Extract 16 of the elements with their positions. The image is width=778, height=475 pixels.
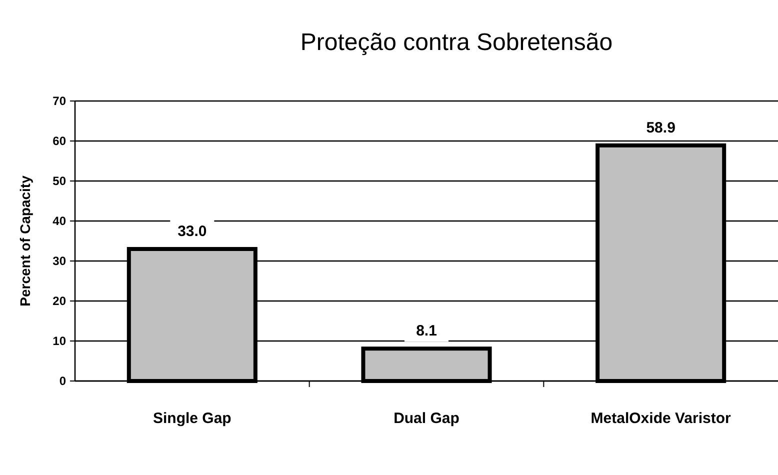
- y-tick-label: 40: [52, 214, 66, 228]
- y-tick-label: 10: [52, 334, 66, 348]
- y-tick-label: 20: [52, 294, 66, 308]
- y-tick-label: 70: [52, 94, 66, 108]
- y-tick-label: 0: [59, 374, 66, 388]
- x-tick-label: Single Gap: [152, 410, 232, 427]
- x-tick-label: Dual Gap: [394, 410, 460, 427]
- y-tick-label: 50: [52, 174, 66, 188]
- y-tick-label: 30: [52, 254, 66, 268]
- y-tick-label: 60: [52, 134, 66, 148]
- x-tick-label: MetalOxide Varistor: [590, 410, 732, 427]
- chart-title: Proteção contra Sobretensão: [300, 29, 613, 56]
- y-axis-title: Percent of Capacity: [17, 175, 33, 306]
- data-label: 58.9: [646, 119, 676, 136]
- data-label: 33.0: [178, 223, 207, 240]
- data-label: 8.1: [416, 322, 437, 340]
